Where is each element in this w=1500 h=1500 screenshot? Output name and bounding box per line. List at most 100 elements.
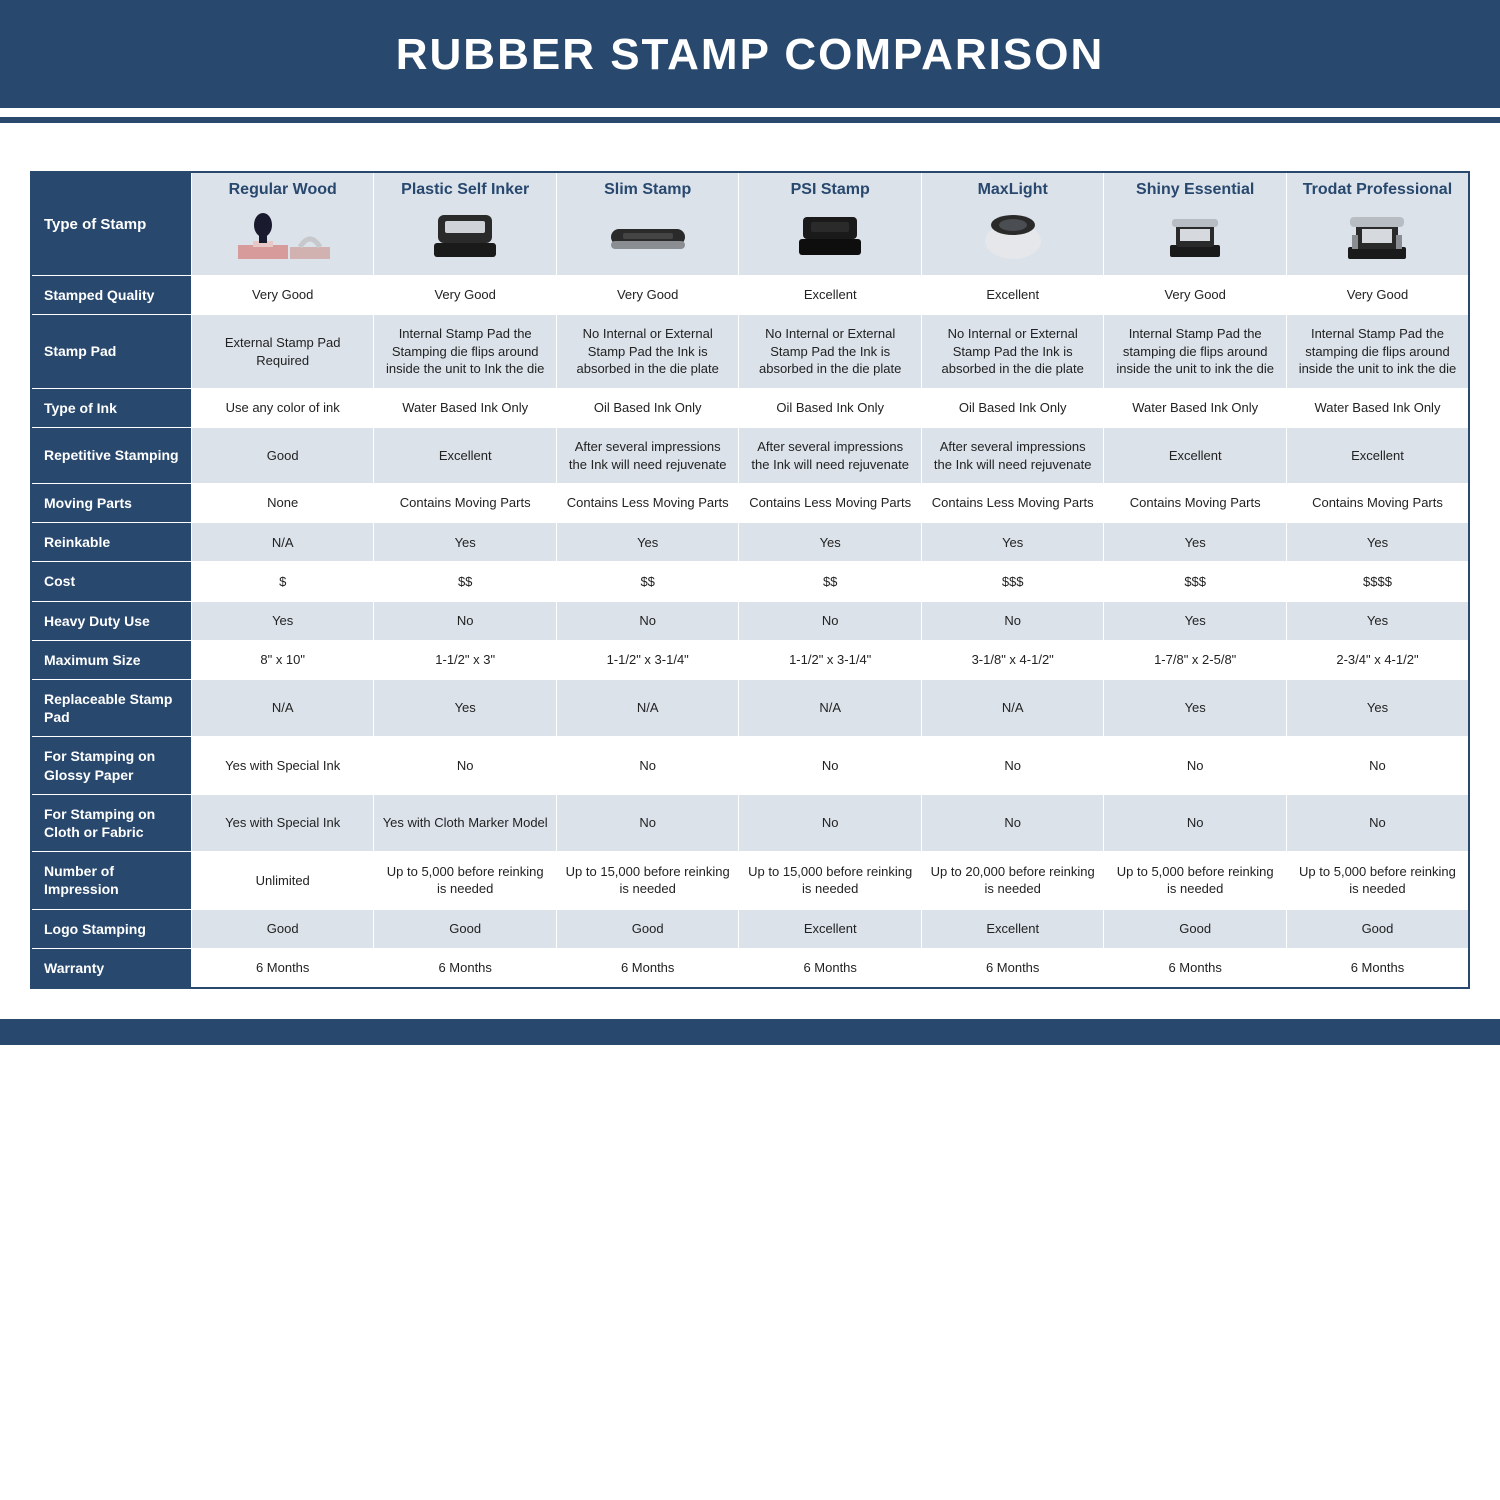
table-cell: After several impressions the Ink will n… bbox=[921, 428, 1104, 484]
table-row: Type of InkUse any color of inkWater Bas… bbox=[31, 388, 1469, 427]
table-cell: No bbox=[1286, 737, 1469, 794]
table-cell: Yes with Cloth Marker Model bbox=[374, 794, 557, 851]
table-cell: Good bbox=[374, 909, 557, 948]
table-cell: No bbox=[1104, 737, 1287, 794]
row-header-type-of-stamp: Type of Stamp bbox=[31, 172, 191, 276]
table-cell: No bbox=[374, 601, 557, 640]
table-cell: None bbox=[191, 484, 374, 523]
table-cell: N/A bbox=[739, 680, 922, 737]
table-cell: 6 Months bbox=[921, 948, 1104, 988]
table-cell: Yes bbox=[374, 523, 557, 562]
col-header-label: Trodat Professional bbox=[1293, 181, 1462, 199]
row-header: Moving Parts bbox=[31, 484, 191, 523]
table-cell: No bbox=[921, 794, 1104, 851]
table-cell: 1-7/8" x 2-5/8" bbox=[1104, 640, 1287, 679]
col-header-plastic-self-inker: Plastic Self Inker bbox=[374, 172, 557, 276]
footer-bar bbox=[0, 1019, 1500, 1045]
table-cell: $$ bbox=[374, 562, 557, 601]
col-header-psi-stamp: PSI Stamp bbox=[739, 172, 922, 276]
table-cell: 8" x 10" bbox=[191, 640, 374, 679]
table-cell: Yes bbox=[1104, 523, 1287, 562]
row-header: Stamped Quality bbox=[31, 276, 191, 315]
table-cell: Excellent bbox=[1104, 428, 1287, 484]
table-cell: Up to 20,000 before reinking is needed bbox=[921, 852, 1104, 909]
table-cell: $ bbox=[191, 562, 374, 601]
table-cell: No bbox=[739, 737, 922, 794]
table-cell: Yes bbox=[1286, 680, 1469, 737]
table-cell: Excellent bbox=[739, 909, 922, 948]
table-row: For Stamping on Glossy PaperYes with Spe… bbox=[31, 737, 1469, 794]
table-row: Number of ImpressionUnlimitedUp to 5,000… bbox=[31, 852, 1469, 909]
table-cell: 6 Months bbox=[739, 948, 922, 988]
table-cell: Water Based Ink Only bbox=[1104, 388, 1287, 427]
row-header: Replaceable Stamp Pad bbox=[31, 680, 191, 737]
table-cell: 6 Months bbox=[1104, 948, 1287, 988]
table-row: Logo StampingGoodGoodGoodExcellentExcell… bbox=[31, 909, 1469, 948]
table-cell: $$ bbox=[739, 562, 922, 601]
row-header: Reinkable bbox=[31, 523, 191, 562]
table-cell: No bbox=[1286, 794, 1469, 851]
table-cell: Yes bbox=[1104, 601, 1287, 640]
table-cell: 6 Months bbox=[1286, 948, 1469, 988]
table-cell: Contains Less Moving Parts bbox=[739, 484, 922, 523]
table-cell: Internal Stamp Pad the stamping die flip… bbox=[1286, 315, 1469, 389]
stamp-maxlight-icon bbox=[928, 199, 1098, 271]
row-header: Maximum Size bbox=[31, 640, 191, 679]
row-header: Heavy Duty Use bbox=[31, 601, 191, 640]
table-cell: 2-3/4" x 4-1/2" bbox=[1286, 640, 1469, 679]
row-header: For Stamping on Glossy Paper bbox=[31, 737, 191, 794]
table-cell: Yes bbox=[1286, 601, 1469, 640]
table-cell: No bbox=[556, 737, 739, 794]
table-cell: No bbox=[556, 601, 739, 640]
table-row: Maximum Size8" x 10"1-1/2" x 3"1-1/2" x … bbox=[31, 640, 1469, 679]
table-cell: N/A bbox=[191, 523, 374, 562]
table-cell: No bbox=[739, 794, 922, 851]
row-header: Warranty bbox=[31, 948, 191, 988]
table-cell: After several impressions the Ink will n… bbox=[556, 428, 739, 484]
stamp-psi-icon bbox=[745, 199, 915, 271]
table-cell: No bbox=[374, 737, 557, 794]
table-row: For Stamping on Cloth or FabricYes with … bbox=[31, 794, 1469, 851]
table-cell: Good bbox=[191, 428, 374, 484]
table-cell: Good bbox=[1104, 909, 1287, 948]
table-cell: Oil Based Ink Only bbox=[921, 388, 1104, 427]
table-cell: No bbox=[921, 737, 1104, 794]
table-cell: N/A bbox=[921, 680, 1104, 737]
table-cell: Up to 5,000 before reinking is needed bbox=[1104, 852, 1287, 909]
table-cell: Yes with Special Ink bbox=[191, 794, 374, 851]
row-header: Type of Ink bbox=[31, 388, 191, 427]
stamp-trodat-icon bbox=[1293, 199, 1462, 271]
table-cell: Internal Stamp Pad the stamping die flip… bbox=[1104, 315, 1287, 389]
table-cell: N/A bbox=[556, 680, 739, 737]
col-header-regular-wood: Regular Wood bbox=[191, 172, 374, 276]
table-cell: No bbox=[921, 601, 1104, 640]
table-cell: Contains Less Moving Parts bbox=[556, 484, 739, 523]
table-cell: Very Good bbox=[1286, 276, 1469, 315]
row-header: Cost bbox=[31, 562, 191, 601]
col-header-label: MaxLight bbox=[928, 181, 1098, 199]
row-header: For Stamping on Cloth or Fabric bbox=[31, 794, 191, 851]
table-cell: Contains Moving Parts bbox=[1286, 484, 1469, 523]
table-row: Stamped QualityVery GoodVery GoodVery Go… bbox=[31, 276, 1469, 315]
table-cell: Contains Moving Parts bbox=[374, 484, 557, 523]
table-cell: Good bbox=[191, 909, 374, 948]
table-cell: No Internal or External Stamp Pad the In… bbox=[556, 315, 739, 389]
table-cell: 1-1/2" x 3-1/4" bbox=[556, 640, 739, 679]
col-header-label: Regular Wood bbox=[198, 181, 368, 199]
col-header-slim-stamp: Slim Stamp bbox=[556, 172, 739, 276]
table-cell: Yes bbox=[374, 680, 557, 737]
table-cell: Yes bbox=[556, 523, 739, 562]
table-cell: After several impressions the Ink will n… bbox=[739, 428, 922, 484]
table-row: Warranty6 Months6 Months6 Months6 Months… bbox=[31, 948, 1469, 988]
table-cell: Oil Based Ink Only bbox=[739, 388, 922, 427]
table-cell: Yes bbox=[921, 523, 1104, 562]
stamp-shiny-icon bbox=[1110, 199, 1280, 271]
table-cell: Good bbox=[1286, 909, 1469, 948]
row-header: Logo Stamping bbox=[31, 909, 191, 948]
col-header-trodat-professional: Trodat Professional bbox=[1286, 172, 1469, 276]
col-header-label: PSI Stamp bbox=[745, 181, 915, 199]
table-cell: Very Good bbox=[1104, 276, 1287, 315]
page-title: RUBBER STAMP COMPARISON bbox=[0, 0, 1500, 111]
table-cell: No bbox=[1104, 794, 1287, 851]
table-cell: Up to 5,000 before reinking is needed bbox=[374, 852, 557, 909]
